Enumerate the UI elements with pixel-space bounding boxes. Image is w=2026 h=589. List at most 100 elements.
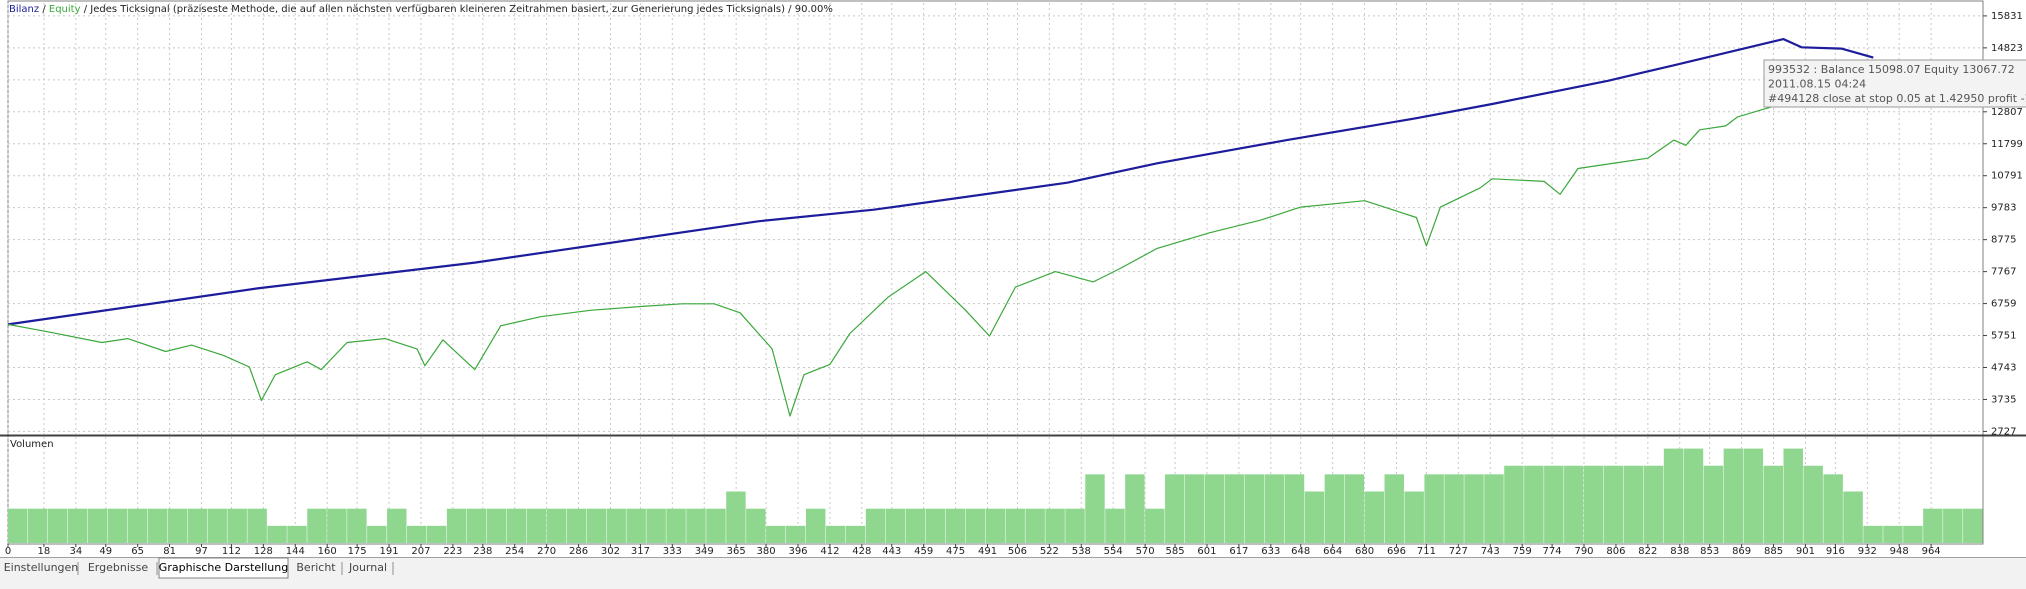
x-tick-label: 948 — [1890, 546, 1909, 557]
x-tick-label: 286 — [569, 546, 588, 557]
legend: Bilanz / Equity / Jedes Ticksignal (präz… — [9, 4, 833, 15]
x-tick-label: 223 — [443, 546, 462, 557]
x-tick-label: 901 — [1796, 546, 1815, 557]
y-tick-label: 2727 — [1991, 426, 2016, 437]
y-tick-label: 6759 — [1991, 299, 2016, 310]
volume-bar — [506, 508, 527, 543]
volume-bar — [107, 508, 128, 543]
volume-bar — [367, 525, 387, 543]
y-tick-label: 4743 — [1991, 363, 2016, 374]
volume-title: Volumen — [10, 439, 54, 450]
x-tick-label: 664 — [1323, 546, 1342, 557]
volume-bar — [1264, 474, 1285, 543]
volume-bar — [1743, 448, 1764, 543]
volume-bar — [147, 508, 168, 543]
x-tick-label: 869 — [1732, 546, 1751, 557]
volume-bar — [27, 508, 48, 543]
x-tick-label: 538 — [1072, 546, 1091, 557]
volume-bar — [1364, 491, 1385, 543]
volume-bar — [207, 508, 227, 543]
volume-bar — [387, 508, 407, 543]
tab[interactable]: Journal — [348, 561, 387, 574]
volume-bar — [67, 508, 88, 543]
tab[interactable]: Ergebnisse — [88, 561, 149, 574]
volume-bar — [1823, 474, 1843, 543]
volume-bar — [1544, 465, 1564, 543]
x-tick-label: 18 — [38, 546, 51, 557]
volume-bar — [586, 508, 606, 543]
volume-bar — [1564, 465, 1584, 543]
volume-bar — [526, 508, 547, 543]
volume-bar — [825, 525, 846, 543]
x-tick-label: 774 — [1543, 546, 1562, 557]
volume-bar — [406, 525, 427, 543]
x-tick-label: 790 — [1574, 546, 1593, 557]
volume-bar — [1943, 508, 1963, 543]
volume-bar — [1304, 491, 1325, 543]
y-tick-label: 5751 — [1991, 331, 2016, 342]
x-tick-label: 317 — [631, 546, 650, 557]
legend-separator: / — [42, 4, 46, 15]
volume-bar — [1723, 448, 1744, 543]
volume-bar — [1883, 525, 1903, 543]
volume-bar — [925, 508, 946, 543]
x-tick-label: 238 — [473, 546, 492, 557]
legend-entry: Bilanz — [9, 4, 39, 15]
volume-bar — [626, 508, 646, 543]
volume-bar — [267, 525, 287, 543]
volume-bar — [1683, 448, 1704, 543]
volume-bar — [1244, 474, 1265, 543]
volume-bar — [307, 508, 327, 543]
x-tick-label: 554 — [1104, 546, 1123, 557]
tab[interactable]: Einstellungen — [4, 561, 79, 574]
volume-bar — [646, 508, 666, 543]
x-tick-label: 822 — [1638, 546, 1657, 557]
volume-bar — [965, 508, 986, 543]
legend-separator: / — [84, 4, 88, 15]
volume-bar — [127, 508, 148, 543]
volume-bar — [786, 525, 806, 543]
y-tick-label: 9783 — [1991, 203, 2016, 214]
volume-bar — [706, 508, 726, 543]
x-tick-label: 491 — [978, 546, 997, 557]
volume-bar — [1504, 465, 1524, 543]
volume-bar — [726, 491, 746, 543]
volume-bar — [47, 508, 68, 543]
tab[interactable]: Graphische Darstellung — [159, 561, 288, 574]
x-tick-label: 759 — [1513, 546, 1532, 557]
y-tick-label: 8775 — [1991, 235, 2016, 246]
x-tick-label: 270 — [537, 546, 556, 557]
volume-bar — [1843, 491, 1863, 543]
volume-bar — [287, 525, 307, 543]
series-line — [7, 90, 1802, 417]
x-tick-label: 696 — [1387, 546, 1406, 557]
volume-bar — [1783, 448, 1803, 543]
x-tick-label: 885 — [1764, 546, 1783, 557]
x-tick-label: 617 — [1229, 546, 1248, 557]
x-tick-label: 443 — [882, 546, 901, 557]
x-tick-label: 128 — [254, 546, 273, 557]
x-tick-label: 160 — [318, 546, 337, 557]
x-tick-label: 711 — [1417, 546, 1436, 557]
x-tick-label: 81 — [163, 546, 176, 557]
x-tick-label: 838 — [1670, 546, 1689, 557]
volume-bar — [347, 508, 367, 543]
volume-bar — [1484, 474, 1504, 543]
x-tick-label: 585 — [1165, 546, 1184, 557]
x-tick-label: 349 — [695, 546, 714, 557]
volume-bar — [8, 508, 28, 543]
tab[interactable]: Bericht — [296, 561, 336, 574]
volume-bar — [1204, 474, 1225, 543]
y-tick-label: 3735 — [1991, 394, 2016, 405]
y-tick-label: 12807 — [1991, 107, 2023, 118]
y-tick-label: 11799 — [1991, 139, 2023, 150]
x-tick-label: 964 — [1922, 546, 1941, 557]
tooltip-box — [1763, 59, 2026, 108]
volume-bar — [486, 508, 507, 543]
y-tick-label: 14823 — [1991, 43, 2023, 54]
volume-bar — [1763, 465, 1784, 543]
volume-bar — [1185, 474, 1205, 543]
x-tick-label: 175 — [348, 546, 367, 557]
x-tick-label: 727 — [1449, 546, 1468, 557]
